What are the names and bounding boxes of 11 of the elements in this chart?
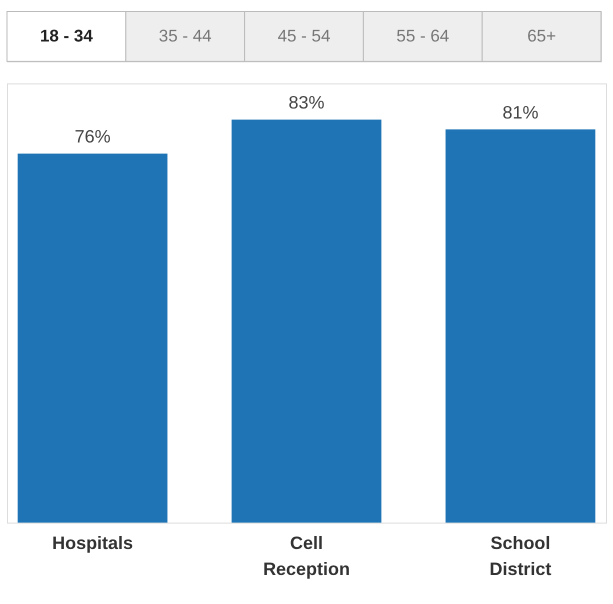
x-tick-label: Hospitals bbox=[52, 533, 134, 554]
data-label: 83% bbox=[288, 92, 324, 113]
text: 55 - 64 bbox=[396, 26, 450, 46]
text: 65+ bbox=[527, 26, 556, 46]
text: 45 - 54 bbox=[278, 26, 330, 46]
x-tick-label: School District bbox=[489, 533, 552, 580]
text: 35 - 44 bbox=[158, 26, 212, 46]
text: 18 - 34 bbox=[40, 26, 94, 46]
data-label: 76% bbox=[74, 126, 111, 147]
data-label: 81% bbox=[502, 102, 538, 122]
x-tick-label: Cell Reception bbox=[263, 533, 350, 580]
